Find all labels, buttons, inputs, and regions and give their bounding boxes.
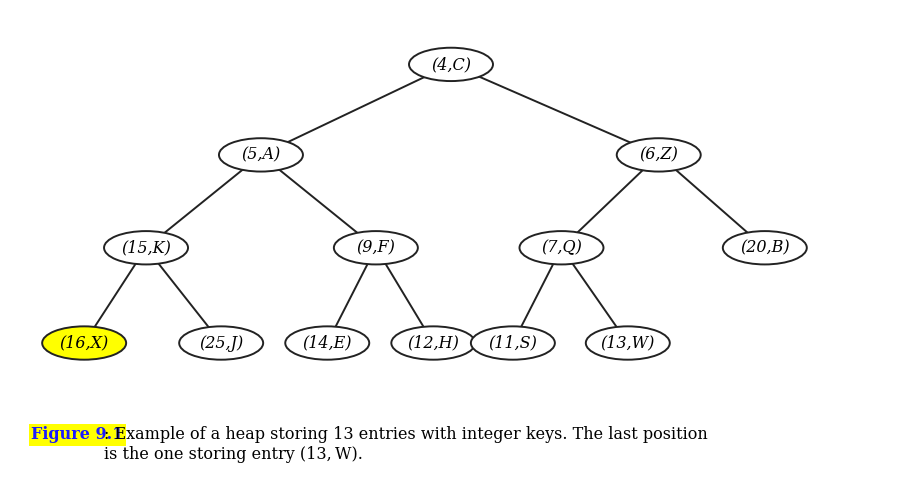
Ellipse shape xyxy=(285,327,369,360)
Text: (5,A): (5,A) xyxy=(242,146,281,163)
Text: (4,C): (4,C) xyxy=(431,56,471,73)
Text: (14,E): (14,E) xyxy=(302,334,352,351)
Ellipse shape xyxy=(391,327,475,360)
Ellipse shape xyxy=(585,327,670,360)
Text: Figure 9.1: Figure 9.1 xyxy=(31,426,124,443)
Ellipse shape xyxy=(42,327,126,360)
Ellipse shape xyxy=(520,231,603,264)
Ellipse shape xyxy=(104,231,188,264)
Ellipse shape xyxy=(723,231,806,264)
Text: : Example of a heap storing 13 entries with integer keys. The last position
is t: : Example of a heap storing 13 entries w… xyxy=(104,426,707,463)
Ellipse shape xyxy=(219,138,303,172)
Ellipse shape xyxy=(617,138,701,172)
Text: (6,Z): (6,Z) xyxy=(640,146,678,163)
Text: (13,W): (13,W) xyxy=(601,334,655,351)
Text: (12,H): (12,H) xyxy=(408,334,459,351)
Ellipse shape xyxy=(334,231,418,264)
Text: (20,B): (20,B) xyxy=(740,239,789,256)
Ellipse shape xyxy=(179,327,263,360)
Text: (9,F): (9,F) xyxy=(356,239,395,256)
Ellipse shape xyxy=(409,48,493,81)
Text: (16,X): (16,X) xyxy=(60,334,109,351)
Ellipse shape xyxy=(471,327,555,360)
Text: (15,K): (15,K) xyxy=(121,239,171,256)
Text: (11,S): (11,S) xyxy=(489,334,538,351)
Text: (7,Q): (7,Q) xyxy=(541,239,582,256)
Text: (25,J): (25,J) xyxy=(199,334,244,351)
